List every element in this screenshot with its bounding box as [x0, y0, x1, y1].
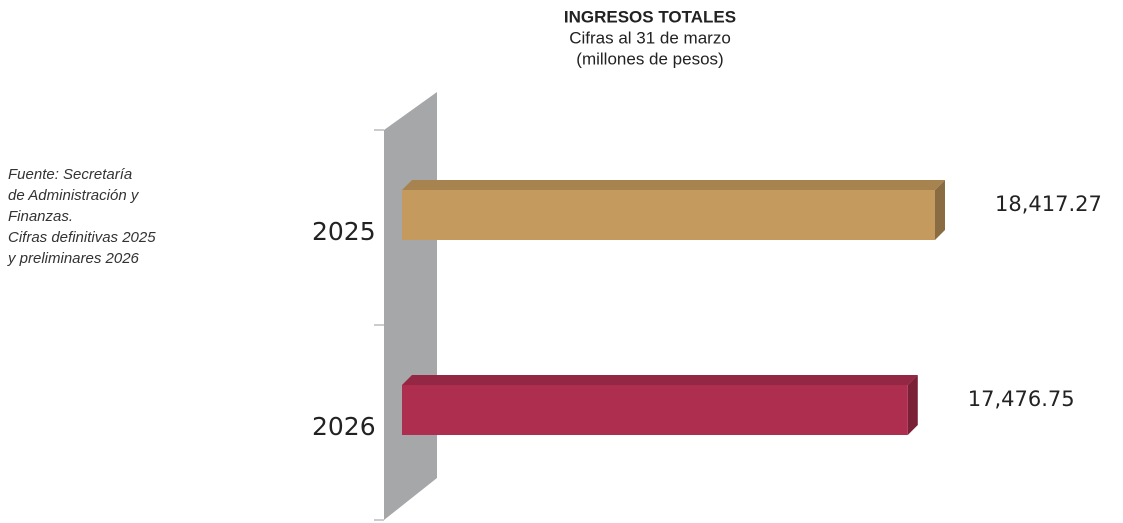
- wall: [374, 92, 437, 521]
- chart-subtitle: (millones de pesos): [576, 49, 723, 68]
- chart-title: INGRESOS TOTALES: [564, 7, 736, 26]
- bar-top: [402, 180, 945, 190]
- wall-face: [384, 92, 437, 520]
- source-note: Finanzas.: [8, 208, 73, 225]
- category-label: 2025: [312, 217, 376, 246]
- bar: [402, 190, 935, 240]
- bar-top: [402, 375, 918, 385]
- source-note: Cifras definitivas 2025: [8, 229, 156, 246]
- source-note: Fuente: Secretaría: [8, 166, 132, 183]
- value-label: 18,417.27: [995, 192, 1102, 216]
- bar: [402, 385, 908, 435]
- bar-side: [935, 180, 945, 240]
- chart-subtitle: Cifras al 31 de marzo: [569, 28, 731, 47]
- value-label: 17,476.75: [968, 387, 1075, 411]
- category-label: 2026: [312, 412, 376, 441]
- source-note: de Administración y: [8, 187, 140, 204]
- bar-side: [907, 375, 918, 435]
- source-note: y preliminares 2026: [7, 250, 140, 267]
